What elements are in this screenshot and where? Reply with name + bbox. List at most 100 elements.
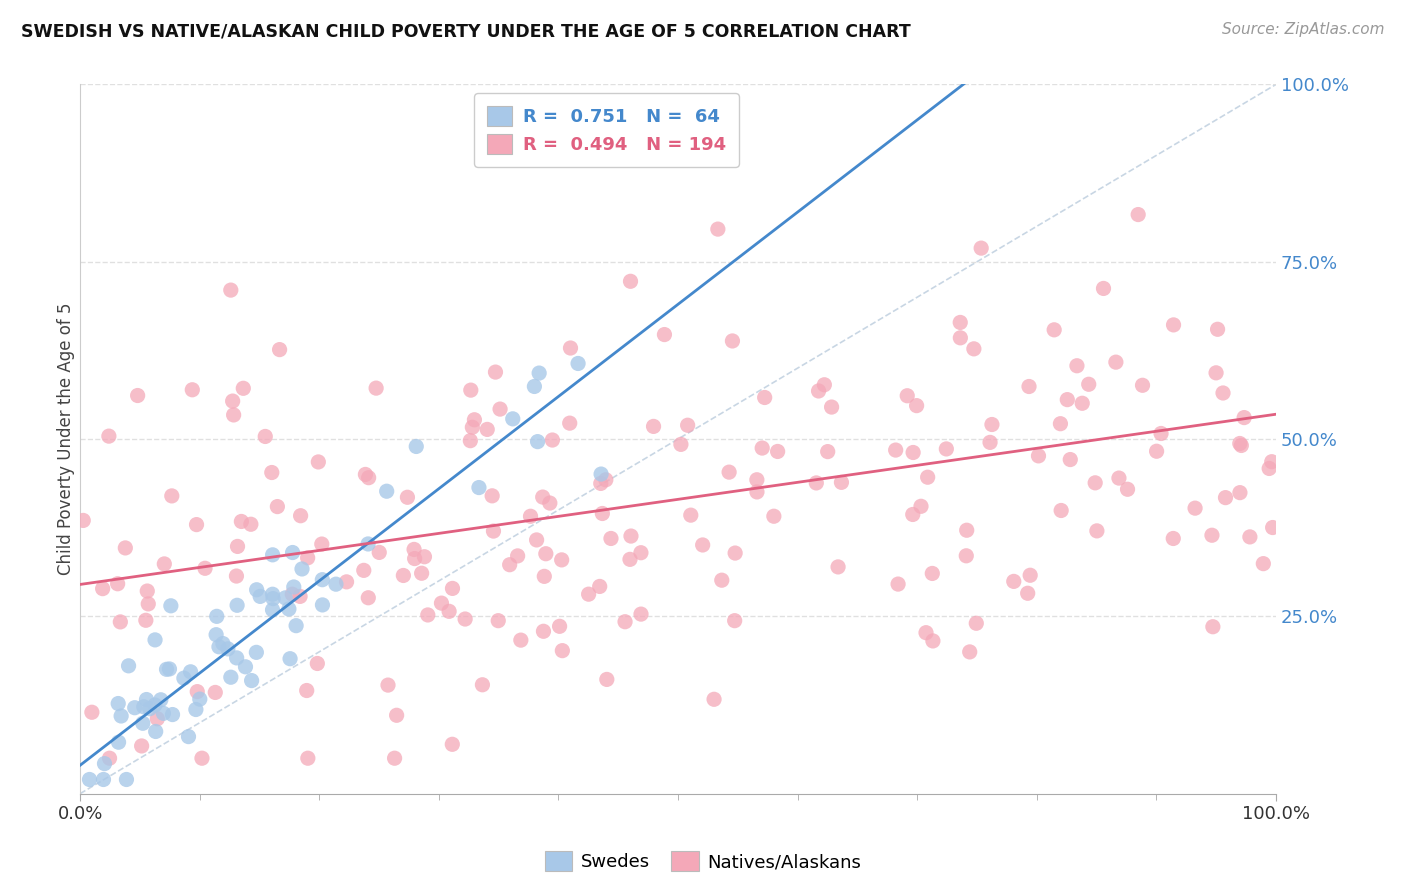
Point — [93, 772, 115, 787]
Point — [208, 640, 231, 654]
Point — [217, 641, 239, 656]
Point — [813, 377, 835, 392]
Point — [262, 548, 284, 562]
Point — [1017, 586, 1039, 600]
Point — [766, 444, 789, 458]
Point — [589, 476, 612, 491]
Point — [523, 379, 546, 393]
Point — [745, 473, 768, 487]
Point — [591, 507, 613, 521]
Y-axis label: Child Poverty Under the Age of 5: Child Poverty Under the Age of 5 — [58, 302, 75, 575]
Point — [979, 435, 1001, 450]
Point — [231, 515, 253, 529]
Point — [1050, 503, 1073, 517]
Point — [441, 582, 464, 596]
Point — [184, 702, 207, 716]
Point — [225, 651, 247, 665]
Point — [232, 381, 254, 395]
Point — [1161, 532, 1184, 546]
Point — [160, 599, 183, 613]
Point — [1077, 377, 1099, 392]
Point — [1201, 528, 1223, 542]
Point — [519, 509, 541, 524]
Point — [820, 400, 842, 414]
Point — [262, 603, 284, 617]
Point — [385, 708, 408, 723]
Point — [1258, 461, 1281, 475]
Point — [384, 751, 406, 765]
Point — [762, 509, 785, 524]
Point — [526, 434, 548, 449]
Point — [830, 475, 852, 490]
Point — [1066, 359, 1088, 373]
Point — [281, 587, 304, 601]
Point — [526, 533, 548, 547]
Point — [366, 381, 388, 395]
Point — [724, 614, 747, 628]
Point — [1092, 281, 1115, 295]
Point — [486, 614, 509, 628]
Point — [79, 772, 101, 787]
Point — [205, 628, 228, 642]
Point — [922, 634, 945, 648]
Point — [143, 632, 166, 647]
Point — [477, 422, 499, 436]
Point — [806, 475, 828, 490]
Point — [676, 418, 699, 433]
Point — [921, 566, 943, 581]
Point — [595, 473, 617, 487]
Point — [152, 706, 174, 721]
Point — [471, 678, 494, 692]
Point — [509, 633, 531, 648]
Point — [160, 489, 183, 503]
Point — [917, 470, 939, 484]
Point — [489, 402, 512, 417]
Point — [567, 356, 589, 370]
Point — [278, 651, 301, 665]
Point — [1084, 475, 1107, 490]
Point — [357, 537, 380, 551]
Point — [630, 607, 652, 621]
Point — [205, 609, 228, 624]
Point — [107, 576, 129, 591]
Point — [935, 442, 957, 456]
Point — [91, 582, 114, 596]
Point — [896, 389, 918, 403]
Point — [901, 445, 924, 459]
Point — [619, 552, 641, 566]
Point — [117, 658, 139, 673]
Point — [541, 433, 564, 447]
Point — [405, 440, 427, 454]
Point — [1205, 366, 1227, 380]
Point — [956, 523, 979, 537]
Point — [1239, 530, 1261, 544]
Point — [703, 692, 725, 706]
Point — [527, 366, 550, 380]
Point — [724, 546, 747, 560]
Point — [295, 683, 318, 698]
Point — [558, 416, 581, 430]
Point — [159, 662, 181, 676]
Point — [285, 618, 308, 632]
Point — [1261, 520, 1284, 534]
Point — [204, 685, 226, 699]
Point — [551, 643, 574, 657]
Point — [533, 569, 555, 583]
Point — [269, 343, 291, 357]
Point — [1071, 396, 1094, 410]
Point — [754, 391, 776, 405]
Point — [297, 751, 319, 765]
Point — [1146, 444, 1168, 458]
Point — [149, 693, 172, 707]
Point — [240, 673, 263, 688]
Point — [1261, 455, 1284, 469]
Point — [578, 587, 600, 601]
Point — [404, 542, 426, 557]
Point — [127, 388, 149, 402]
Point — [132, 699, 155, 714]
Point — [970, 241, 993, 255]
Point — [307, 657, 329, 671]
Point — [550, 553, 572, 567]
Point — [235, 660, 257, 674]
Point — [97, 429, 120, 443]
